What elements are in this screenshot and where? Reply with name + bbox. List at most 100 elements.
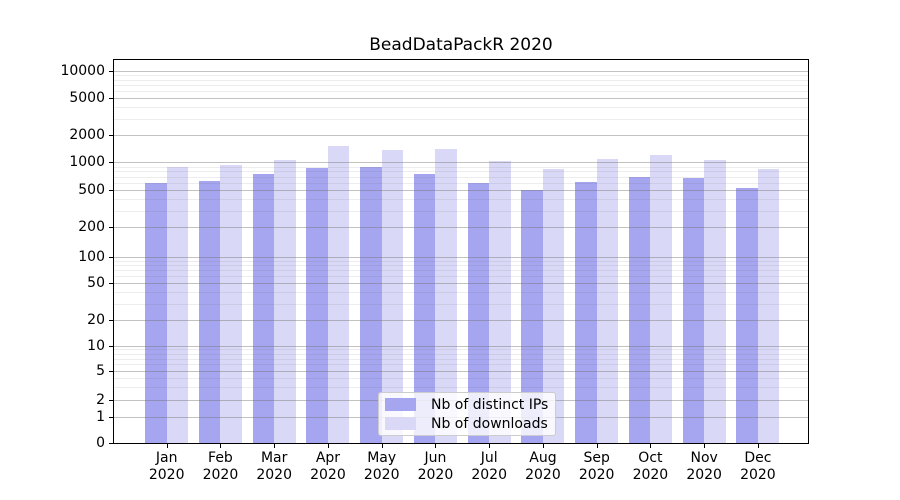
bar-distinct-ips-oct [628, 177, 651, 443]
x-tick-mark-dec [757, 443, 759, 448]
y-tick-label-5000: 5000 [69, 90, 105, 107]
y-tick-mark-10000 [109, 71, 114, 72]
gridline-major-500 [114, 190, 808, 191]
gridline-minor-9 [114, 349, 808, 351]
bar-distinct-ips-sep [575, 182, 597, 443]
gridline-minor-7000 [114, 85, 808, 87]
gridline-minor-6 [114, 364, 808, 366]
x-tick-label-mar: Mar 2020 [256, 450, 292, 483]
y-tick-label-2: 2 [96, 392, 105, 408]
x-tick-mark-oct [650, 443, 652, 448]
bar-downloads-jul [489, 161, 511, 443]
bar-downloads-feb [220, 165, 242, 443]
legend: Nb of distinct IPs Nb of downloads [378, 392, 556, 436]
y-tick-label-1: 1 [96, 409, 105, 425]
bar-downloads-apr [327, 145, 350, 443]
legend-label-distinct-ips: Nb of distinct IPs [431, 396, 549, 413]
y-tick-mark-100 [109, 256, 114, 258]
gridline-minor-8 [114, 353, 808, 355]
y-tick-mark-10 [109, 345, 114, 347]
bar-downloads-dec [757, 169, 780, 443]
x-tick-mark-feb [220, 443, 222, 448]
gridline-minor-900 [114, 166, 808, 168]
chart-title: BeadDataPackR 2020 [369, 35, 553, 55]
y-tick-mark-5000 [109, 98, 114, 100]
x-tick-mark-jan [166, 443, 168, 448]
x-tick-label-jul: Jul 2020 [471, 450, 507, 483]
gridline-major-5 [114, 371, 808, 372]
bar-downloads-nov [704, 159, 726, 443]
x-tick-label-aug: Aug 2020 [525, 450, 561, 483]
axis-spine-right [808, 59, 809, 444]
gridline-major-10 [114, 345, 808, 347]
bar-distinct-ips-aug [521, 190, 543, 443]
y-tick-label-10: 10 [87, 337, 105, 354]
gridline-minor-400 [114, 199, 808, 200]
x-tick-mark-apr [327, 443, 329, 448]
bars-layer [114, 59, 808, 443]
bar-distinct-ips-may [360, 166, 382, 443]
y-tick-mark-200 [109, 227, 114, 228]
bar-distinct-ips-apr [306, 167, 328, 443]
gridline-minor-7 [114, 358, 808, 360]
gridline-major-100 [114, 256, 808, 258]
y-tick-mark-500 [109, 190, 114, 191]
grid-layer [114, 59, 808, 443]
bar-downloads-sep [596, 159, 619, 443]
x-tick-mark-sep [596, 443, 598, 448]
x-tick-label-feb: Feb 2020 [202, 450, 239, 483]
y-tick-label-2000: 2000 [69, 127, 105, 143]
y-tick-mark-5 [109, 371, 114, 372]
plot-area [114, 59, 808, 443]
gridline-minor-6000 [114, 91, 808, 93]
y-tick-label-50: 50 [87, 275, 105, 292]
y-tick-label-0: 0 [96, 435, 105, 451]
gridline-minor-90 [114, 260, 808, 262]
legend-swatch-distinct-ips [385, 398, 416, 411]
gridline-minor-70 [114, 270, 808, 272]
gridline-major-2000 [114, 135, 808, 136]
x-tick-label-dec: Dec 2020 [740, 450, 776, 483]
x-tick-label-sep: Sep 2020 [578, 450, 615, 483]
y-tick-mark-2 [109, 400, 114, 401]
bar-downloads-aug [542, 168, 565, 443]
axis-spine-top [113, 59, 809, 60]
bar-distinct-ips-dec [736, 187, 758, 443]
legend-entry-distinct-ips: Nb of distinct IPs [385, 396, 549, 413]
y-tick-label-1000: 1000 [69, 154, 105, 171]
gridline-minor-8000 [114, 79, 808, 81]
gridline-minor-30 [114, 303, 808, 305]
x-tick-label-jan: Jan 2020 [148, 450, 185, 483]
y-tick-mark-50 [109, 283, 114, 285]
y-tick-mark-1 [109, 417, 114, 418]
gridline-minor-40 [114, 292, 808, 294]
bar-downloads-jun [435, 149, 457, 443]
x-tick-mark-mar [274, 443, 276, 448]
gridline-major-50 [114, 283, 808, 285]
x-tick-label-may: May 2020 [363, 450, 400, 483]
bar-distinct-ips-mar [252, 174, 275, 443]
x-tick-mark-jun [435, 443, 437, 448]
legend-entry-downloads: Nb of downloads [385, 416, 548, 432]
y-tick-label-200: 200 [78, 219, 105, 235]
bar-distinct-ips-jun [413, 174, 436, 443]
gridline-minor-60 [114, 276, 808, 278]
gridline-major-200 [114, 227, 808, 228]
gridline-minor-3000 [114, 118, 808, 120]
y-tick-label-20: 20 [87, 312, 105, 328]
x-tick-label-oct: Oct 2020 [632, 450, 669, 483]
x-tick-mark-jul [489, 443, 491, 448]
x-tick-mark-aug [542, 443, 544, 448]
x-tick-label-apr: Apr 2020 [310, 450, 346, 483]
x-tick-mark-may [381, 443, 383, 448]
x-tick-mark-nov [704, 443, 706, 448]
gridline-major-20 [114, 320, 808, 321]
axis-spine-left [113, 59, 114, 444]
gridline-minor-800 [114, 171, 808, 173]
y-tick-mark-2000 [109, 135, 114, 136]
y-tick-label-500: 500 [78, 182, 105, 198]
gridline-minor-4000 [114, 107, 808, 109]
x-tick-label-jun: Jun 2020 [417, 450, 454, 483]
x-tick-label-nov: Nov 2020 [686, 450, 722, 483]
